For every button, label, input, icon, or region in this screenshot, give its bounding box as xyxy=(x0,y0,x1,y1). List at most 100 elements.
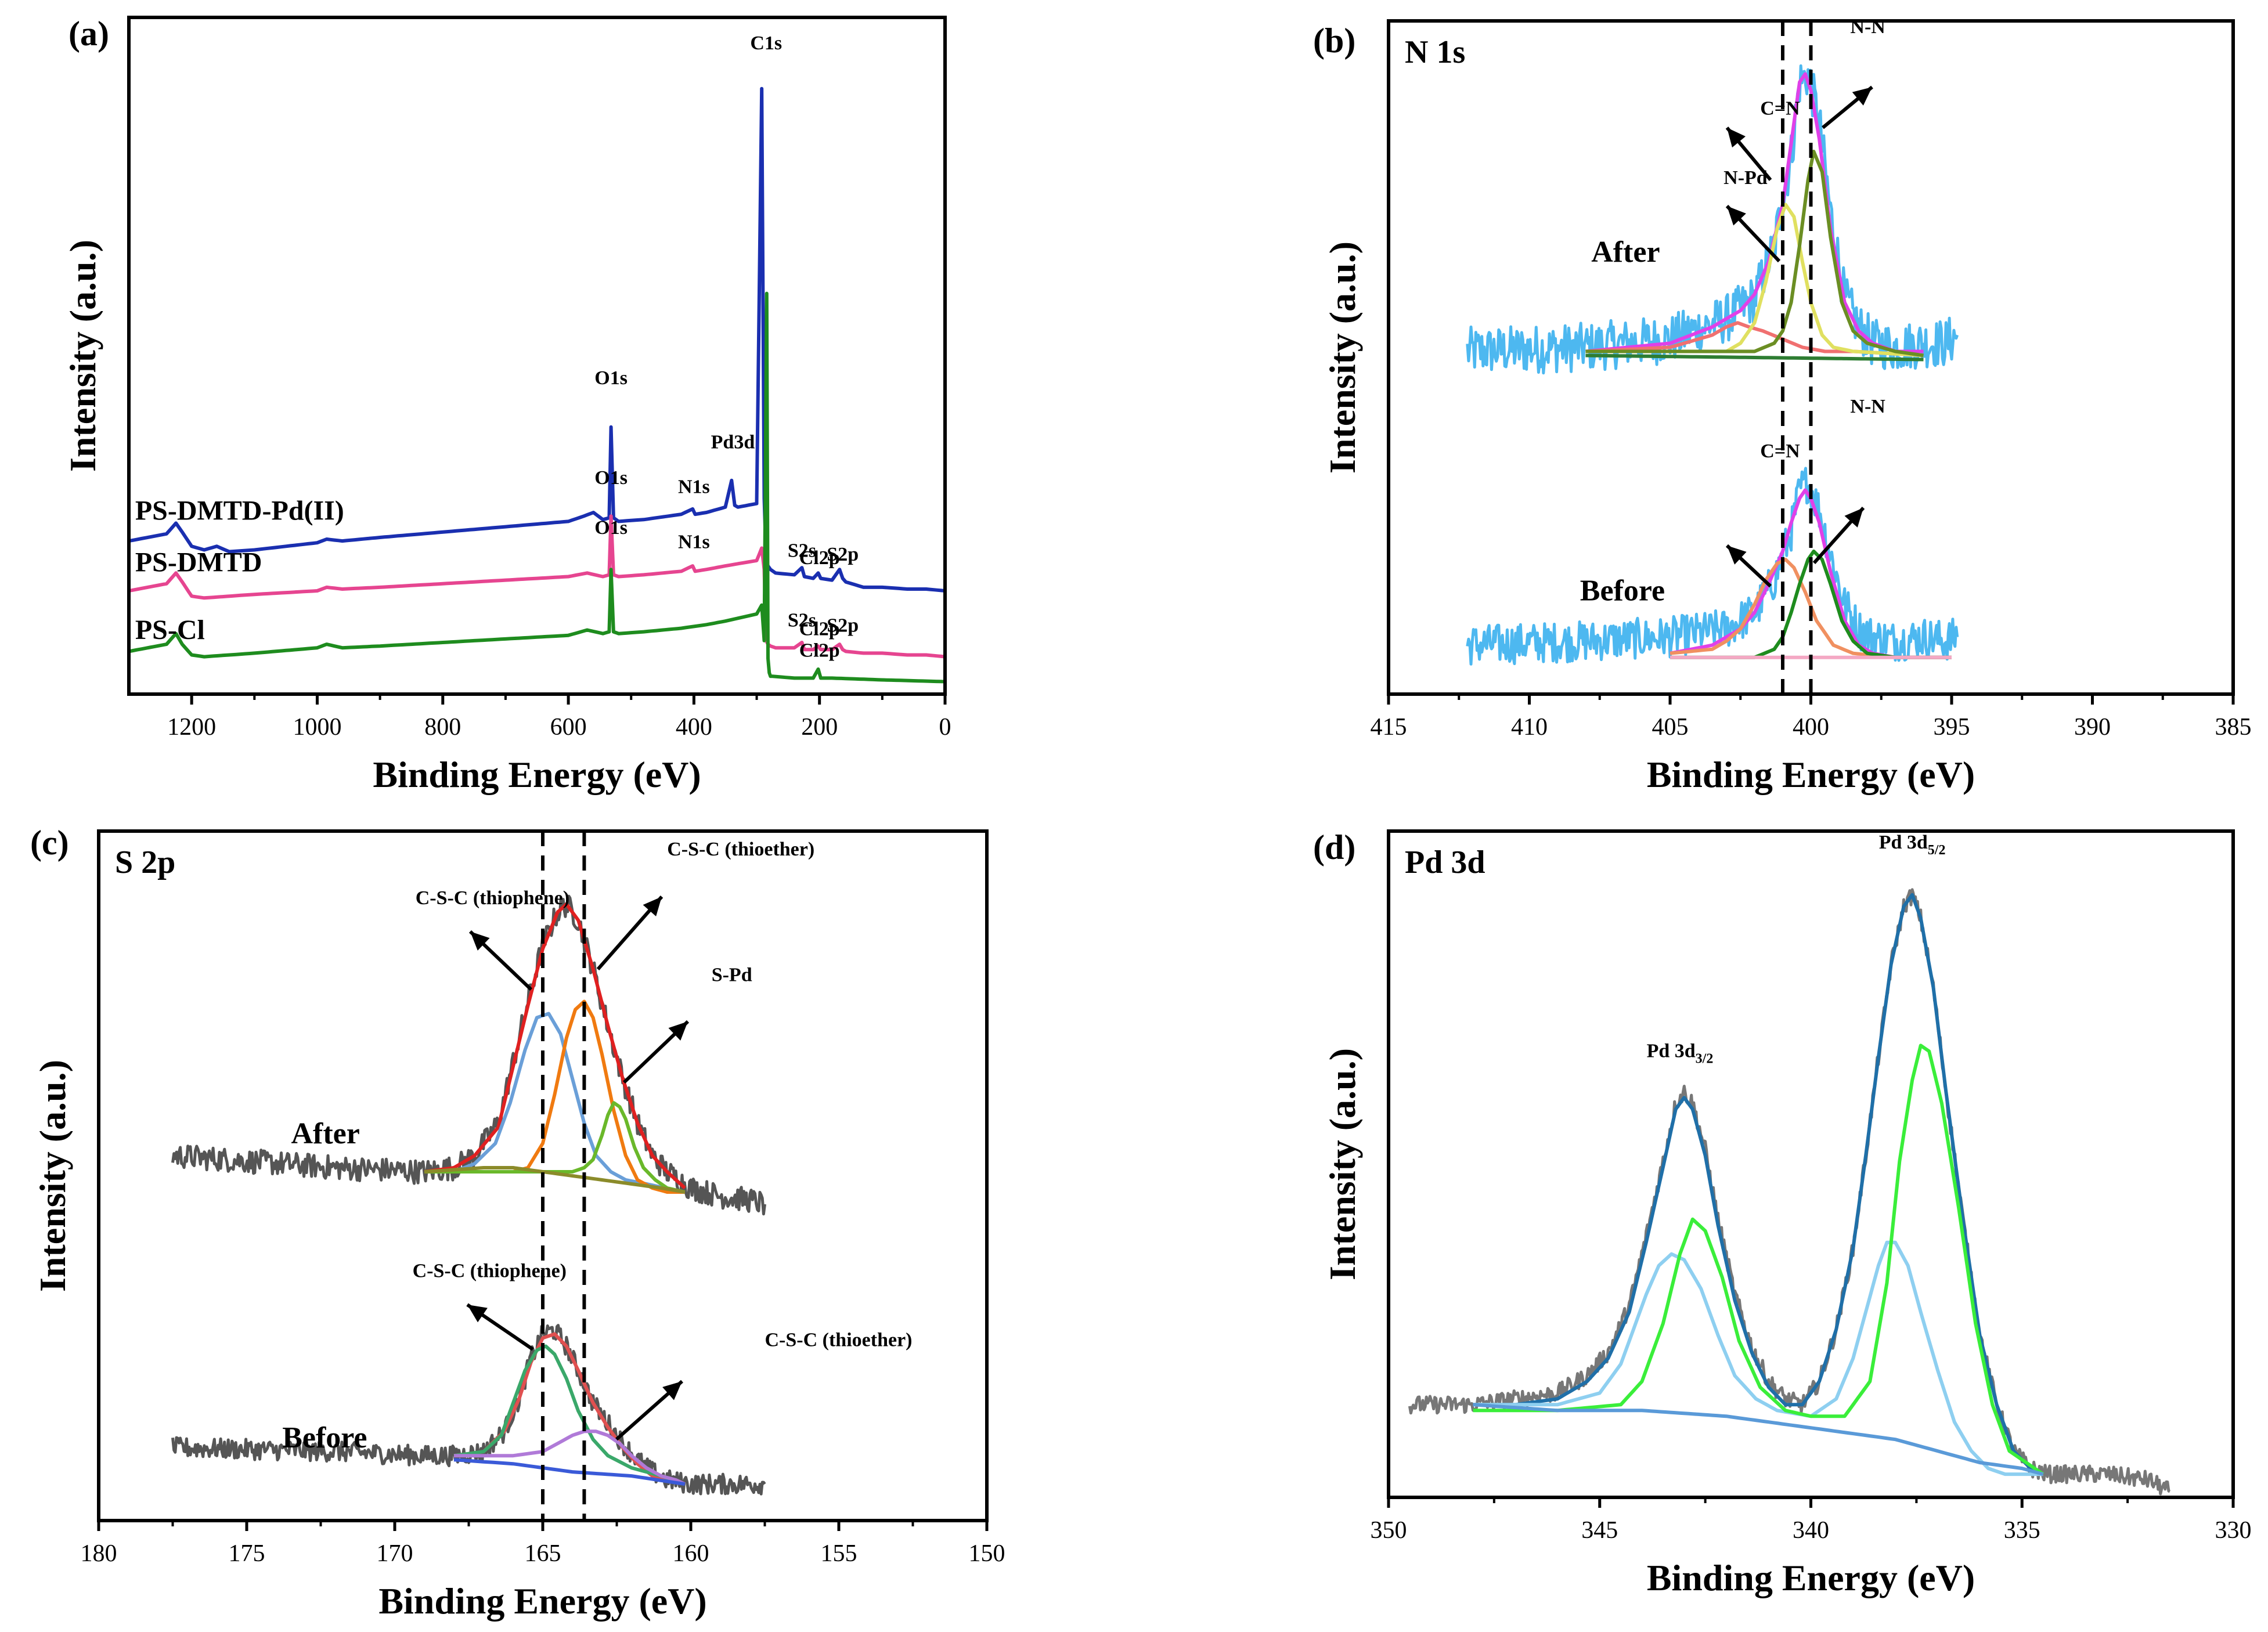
x-tick-label: 0 xyxy=(939,714,951,741)
annotation-o1s: O1s xyxy=(594,367,628,389)
panel-a: 1200 1000 800 600 400 200 0 Binding Energy (eV)… xyxy=(62,15,951,795)
plot-frame xyxy=(1387,829,2235,1499)
annotation-s2p: S2p xyxy=(827,544,859,565)
x-tick-label: 385 xyxy=(2215,714,2252,741)
x-tick-label: 160 xyxy=(673,1540,709,1567)
series-after-envelope xyxy=(1585,72,1924,353)
x-tick-label: 155 xyxy=(821,1540,857,1567)
annotation-cl2p: Cl2p xyxy=(799,619,840,640)
annotation-o1s: O1s xyxy=(594,467,628,489)
x-tick-label: 1200 xyxy=(167,714,216,741)
x-tick-label: 150 xyxy=(969,1540,1005,1567)
annotation-c-n: C=N xyxy=(1760,98,1800,120)
annotation-c-s-c-thiophene: C-S-C (thiophene) xyxy=(416,887,569,909)
annotation-c-n: C=N xyxy=(1760,441,1800,462)
series-before-raw xyxy=(1466,467,1959,666)
plot-frame xyxy=(127,16,947,696)
annotation-after: After xyxy=(291,1117,360,1150)
panel-c: 180 175 170 165 160 155 150 Binding Energy (eV)… xyxy=(30,824,1005,1622)
annotation-n1s: N1s xyxy=(678,531,710,553)
series-c-s-c-thioether-before xyxy=(454,1429,686,1486)
annotation-cl2p: Cl2p xyxy=(799,640,840,662)
annotation-o1s: O1s xyxy=(594,517,628,539)
x-tick-label: 180 xyxy=(81,1540,117,1567)
series-c-s-c-thiophene-before xyxy=(453,1344,686,1486)
x-tick-label: 410 xyxy=(1511,714,1548,741)
x-tick-label: 395 xyxy=(1934,714,1970,741)
x-tick-label: 335 xyxy=(2004,1517,2040,1544)
series-before-raw xyxy=(171,1324,766,1496)
arrow-thioether-before-head xyxy=(662,1381,682,1400)
series-after-baseline xyxy=(424,1166,686,1194)
annotation-pd3d: Pd3d xyxy=(711,432,755,453)
series-ps-dmtd-pd-ii xyxy=(129,86,945,593)
panel-b: 415 410 405 400 395 390 385 Binding Energy (eV)… xyxy=(1313,16,2252,795)
series-label-ps-dmtd-pd-ii: PS-DMTD-Pd(II) xyxy=(135,495,344,526)
panel-letter: (d) xyxy=(1313,828,1355,866)
x-tick-label: 330 xyxy=(2215,1517,2252,1544)
x-axis-label: Binding Energy (eV) xyxy=(1647,754,1975,795)
x-tick-label: 350 xyxy=(1371,1517,1407,1544)
arrow-s-pd-after-head xyxy=(668,1021,688,1041)
x-tick-label: 165 xyxy=(525,1540,561,1567)
annotation-n1s: N1s xyxy=(678,476,710,497)
series-after-raw xyxy=(1466,64,1959,375)
annotation-s2s: S2s xyxy=(788,609,816,631)
y-axis-label: Intensity (a.u.) xyxy=(62,240,103,472)
x-tick-label: 200 xyxy=(801,714,838,741)
series-after-raw xyxy=(171,894,766,1216)
annotation-c1s: C1s xyxy=(750,33,782,54)
series-after-baseline xyxy=(1585,353,1924,362)
panel-letter: (a) xyxy=(68,15,109,53)
panel-title: N 1s xyxy=(1405,34,1465,70)
arrow-thiophene-before-head xyxy=(467,1305,488,1323)
annotation-pd-3d: Pd 3d5/2 xyxy=(1879,832,1946,858)
annotation-before: Before xyxy=(1580,574,1665,607)
x-axis-label: Binding Energy (eV) xyxy=(1647,1557,1975,1598)
x-tick-label: 390 xyxy=(2074,714,2111,741)
x-axis-label: Binding Energy (eV) xyxy=(378,1580,706,1622)
arrow-n-n-before-head xyxy=(1844,508,1863,528)
y-axis-label: Intensity (a.u.) xyxy=(32,1060,73,1292)
annotation-n-n: N-N xyxy=(1850,396,1885,417)
series-group xyxy=(1466,64,1959,666)
series-pd-3d3-2-comp-a xyxy=(1473,1240,2043,1476)
annotation-n-n: N-N xyxy=(1850,16,1885,38)
series-before-baseline xyxy=(453,1458,686,1486)
x-tick-label: 400 xyxy=(676,714,712,741)
annotation-n-pd: N-Pd xyxy=(1723,167,1768,189)
series-group xyxy=(129,86,945,684)
panel-title: S 2p xyxy=(115,844,175,880)
x-axis-label: Binding Energy (eV) xyxy=(373,754,701,795)
series-group xyxy=(171,894,766,1496)
arrow-n-pd-after-head xyxy=(1727,206,1746,226)
series-baseline xyxy=(1473,1403,2044,1476)
annotation-after: After xyxy=(1591,236,1660,269)
panel-title: Pd 3d xyxy=(1405,844,1485,880)
annotation-s2s: S2s xyxy=(788,540,816,562)
y-axis-label: Intensity (a.u.) xyxy=(1322,1048,1363,1280)
arrow-n-n-after-head xyxy=(1852,87,1872,106)
series-ps-cl xyxy=(129,291,945,684)
x-tick-label: 600 xyxy=(550,714,587,741)
annotation-s-pd: S-Pd xyxy=(712,965,752,986)
series-n-n xyxy=(1585,150,1924,358)
panel-letter: (c) xyxy=(30,824,69,862)
x-tick-label: 1000 xyxy=(293,714,341,741)
annotation-pd-3d: Pd 3d3/2 xyxy=(1647,1040,1714,1066)
x-tick-label: 175 xyxy=(229,1540,265,1567)
arrow-c-n-after-head xyxy=(1727,128,1746,148)
x-tick-label: 170 xyxy=(377,1540,413,1567)
x-tick-label: 345 xyxy=(1581,1517,1618,1544)
annotation-s2p: S2p xyxy=(827,615,859,637)
x-tick-label: 405 xyxy=(1652,714,1689,741)
x-tick-label: 800 xyxy=(424,714,461,741)
x-tick-label: 340 xyxy=(1793,1517,1829,1544)
arrow-c-n-before-head xyxy=(1727,546,1747,565)
arrow-thioether-after-head xyxy=(643,897,662,916)
annotation-c-s-c-thioether: C-S-C (thioether) xyxy=(765,1330,913,1351)
arrow-thiophene-after-head xyxy=(470,931,490,951)
y-axis-label: Intensity (a.u.) xyxy=(1322,241,1363,474)
series-envelope xyxy=(1473,893,2044,1476)
